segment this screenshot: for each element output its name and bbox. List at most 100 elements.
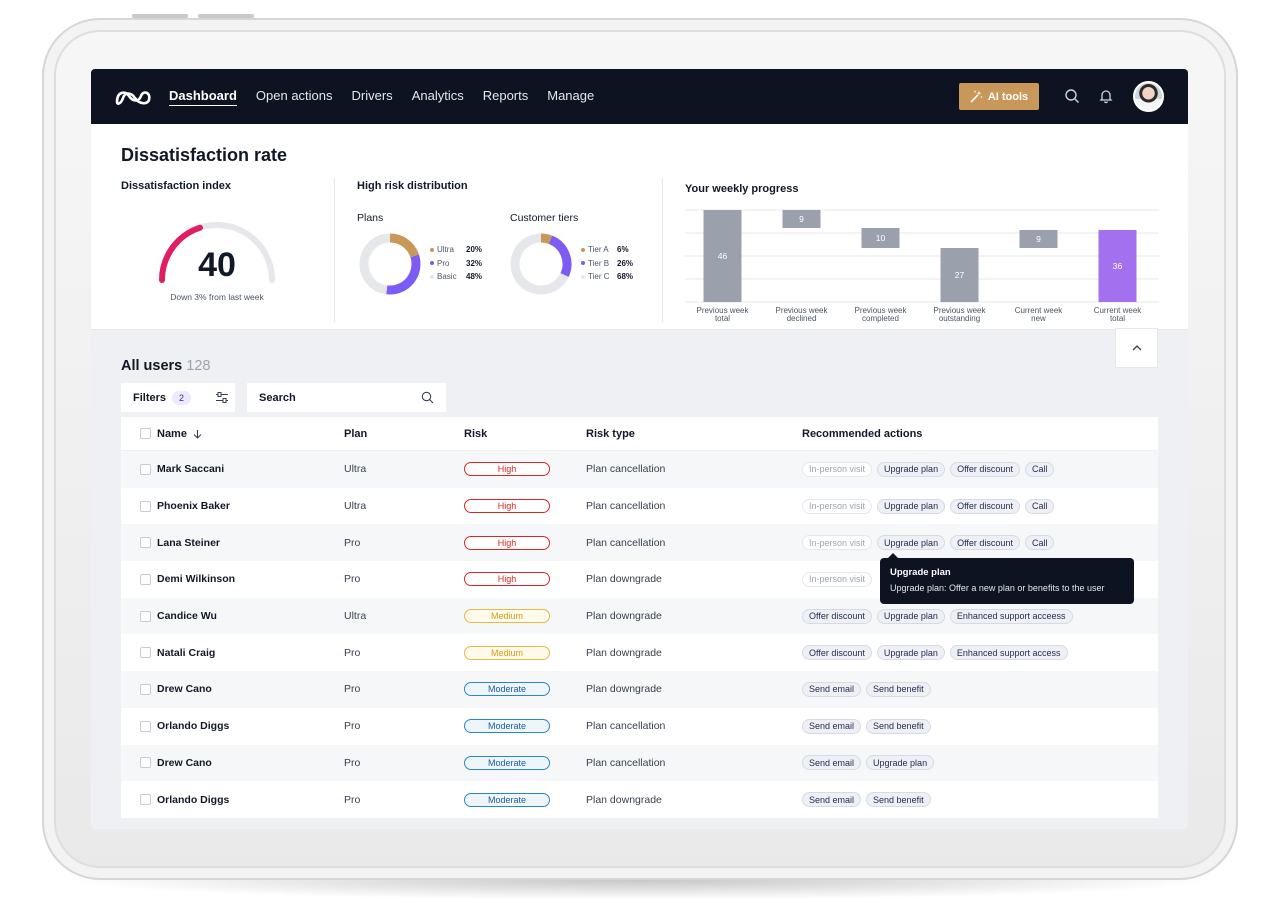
risk-badge: High	[464, 499, 550, 514]
category-label: total	[1110, 314, 1125, 323]
table-row[interactable]: Natali Craig Pro Medium Plan downgrade Offer…	[121, 634, 1158, 671]
users-title: All users 128	[121, 358, 210, 374]
row-checkbox[interactable]	[139, 720, 151, 732]
action-chip[interactable]: Upgrade plan	[876, 645, 945, 661]
search-icon[interactable]	[1064, 88, 1080, 104]
table-row[interactable]: Phoenix Baker Ultra High Plan cancellation I…	[121, 488, 1158, 525]
user-plan: Pro	[344, 756, 361, 769]
table-row[interactable]: Orlando Diggs Pro Moderate Plan downgrade Se…	[121, 781, 1158, 818]
nav-open-actions[interactable]: Open actions	[255, 88, 333, 103]
action-chip[interactable]: Upgrade plan	[866, 755, 935, 771]
gauge-value: 40	[198, 246, 236, 284]
row-checkbox[interactable]	[139, 683, 151, 695]
row-checkbox[interactable]	[139, 794, 151, 806]
action-chip[interactable]: In-person visit	[802, 571, 873, 587]
action-chip[interactable]: Offer discount	[802, 608, 872, 624]
legend-item: Pro 32%	[430, 257, 482, 271]
action-chip[interactable]: Send benefit	[866, 681, 931, 697]
nav-manage[interactable]: Manage	[547, 88, 595, 103]
table-row[interactable]: Drew Cano Pro Moderate Plan cancellation Sen…	[121, 744, 1158, 782]
bar-value-label: 9	[1036, 234, 1041, 244]
table-row[interactable]: Mark Saccani Ultra High Plan cancellation In…	[121, 451, 1158, 488]
nav-drivers[interactable]: Drivers	[351, 88, 393, 103]
ai-tools-button[interactable]: AI tools	[959, 83, 1039, 110]
bell-icon[interactable]	[1098, 88, 1114, 104]
action-chip[interactable]: In-person visit	[802, 498, 873, 514]
row-checkbox[interactable]	[139, 463, 151, 475]
column-name[interactable]: Name	[157, 428, 344, 440]
row-checkbox[interactable]	[139, 647, 151, 659]
column-risk-type: Risk type	[586, 427, 635, 440]
action-chip[interactable]: Call	[1024, 461, 1055, 477]
nav-dashboard[interactable]: Dashboard	[169, 88, 237, 106]
legend-dot	[430, 274, 434, 279]
action-chip[interactable]: Offer discount	[950, 461, 1020, 477]
category-label: Previous week	[933, 306, 986, 315]
action-chip[interactable]: Upgrade plan	[877, 498, 946, 514]
action-chip[interactable]: Upgrade plan	[877, 535, 946, 551]
row-checkbox[interactable]	[139, 757, 151, 769]
stats-card: Dissatisfaction rate Dissatisfaction ind…	[91, 124, 1188, 330]
table-row[interactable]: Demi Wilkinson Pro High Plan downgrade In-pe…	[121, 561, 1158, 598]
action-chip[interactable]: Offer discount	[950, 498, 1020, 514]
risk-type: Plan downgrade	[586, 793, 662, 806]
row-checkbox[interactable]	[139, 500, 151, 512]
filters-count-badge: 2	[172, 390, 192, 405]
row-check-cell	[121, 610, 157, 622]
row-checkbox[interactable]	[139, 573, 151, 585]
risk-type: Plan cancellation	[586, 500, 666, 513]
waterfall-bar	[1019, 230, 1058, 248]
row-checkbox[interactable]	[139, 610, 151, 622]
row-check-cell	[121, 794, 157, 806]
row-check-cell	[121, 683, 157, 695]
table-row[interactable]: Lana Steiner Pro High Plan cancellation In-p…	[121, 524, 1158, 562]
magic-wand-icon	[970, 90, 983, 103]
user-name: Orlando Diggs	[157, 720, 230, 733]
nav-analytics[interactable]: Analytics	[411, 88, 464, 103]
gauge-fill-arc	[159, 224, 204, 283]
index-label: Dissatisfaction index	[121, 180, 232, 192]
user-avatar[interactable]	[1133, 81, 1164, 112]
nav-reports[interactable]: Reports	[482, 88, 529, 103]
search-input[interactable]: Search	[247, 383, 446, 412]
action-chip[interactable]: Call	[1024, 498, 1055, 514]
action-chip[interactable]: Enhanced support acceess	[949, 608, 1073, 624]
action-chip[interactable]: Send email	[802, 755, 862, 771]
risk-cell: Moderate	[464, 682, 586, 697]
recommended-actions: In-person visit	[802, 571, 1158, 587]
recommended-actions: In-person visit Upgrade plan Offer discoun…	[802, 535, 1158, 551]
action-chip[interactable]: Send benefit	[866, 792, 931, 808]
user-name: Drew Cano	[157, 756, 212, 769]
legend-dot	[581, 261, 585, 266]
filters-button[interactable]: Filters 2	[121, 383, 235, 412]
action-chip[interactable]: Send benefit	[866, 718, 931, 734]
action-chip[interactable]: Send email	[802, 718, 862, 734]
row-checkbox[interactable]	[139, 537, 151, 549]
tiers-legend: Tier A 6% Tier B 26% Tier C 68%	[581, 243, 633, 284]
row-check-cell	[121, 463, 157, 475]
action-chip[interactable]: In-person visit	[802, 461, 873, 477]
action-chip[interactable]: In-person visit	[802, 535, 873, 551]
action-chip[interactable]: Offer discount	[950, 535, 1020, 551]
table-row[interactable]: Orlando Diggs Pro Moderate Plan cancellatio…	[121, 708, 1158, 745]
action-chip[interactable]: Offer discount	[802, 645, 872, 661]
action-chip[interactable]: Call	[1024, 535, 1055, 551]
waterfall-bar	[703, 210, 742, 302]
search-icon	[421, 391, 434, 404]
action-chip[interactable]: Upgrade plan	[876, 608, 945, 624]
collapse-button[interactable]	[1115, 328, 1158, 368]
category-label: declined	[787, 314, 817, 323]
table-row[interactable]: Drew Cano Pro Moderate Plan downgrade Send e…	[121, 671, 1158, 708]
risk-cell: High	[464, 462, 586, 477]
action-chip[interactable]: Enhanced support access	[949, 645, 1068, 661]
legend-dot	[430, 247, 434, 252]
upgrade-plan-tooltip: Upgrade plan Upgrade plan: Offer a new p…	[880, 553, 1134, 604]
risk-type: Plan cancellation	[586, 756, 666, 769]
brand-logo-icon[interactable]	[113, 85, 153, 107]
recommended-actions: Send email Send benefit	[802, 681, 1158, 697]
action-chip[interactable]: Send email	[802, 792, 862, 808]
category-label: Current week	[1015, 306, 1064, 315]
select-all-checkbox[interactable]	[139, 428, 151, 439]
action-chip[interactable]: Upgrade plan	[877, 461, 946, 477]
action-chip[interactable]: Send email	[802, 681, 862, 697]
